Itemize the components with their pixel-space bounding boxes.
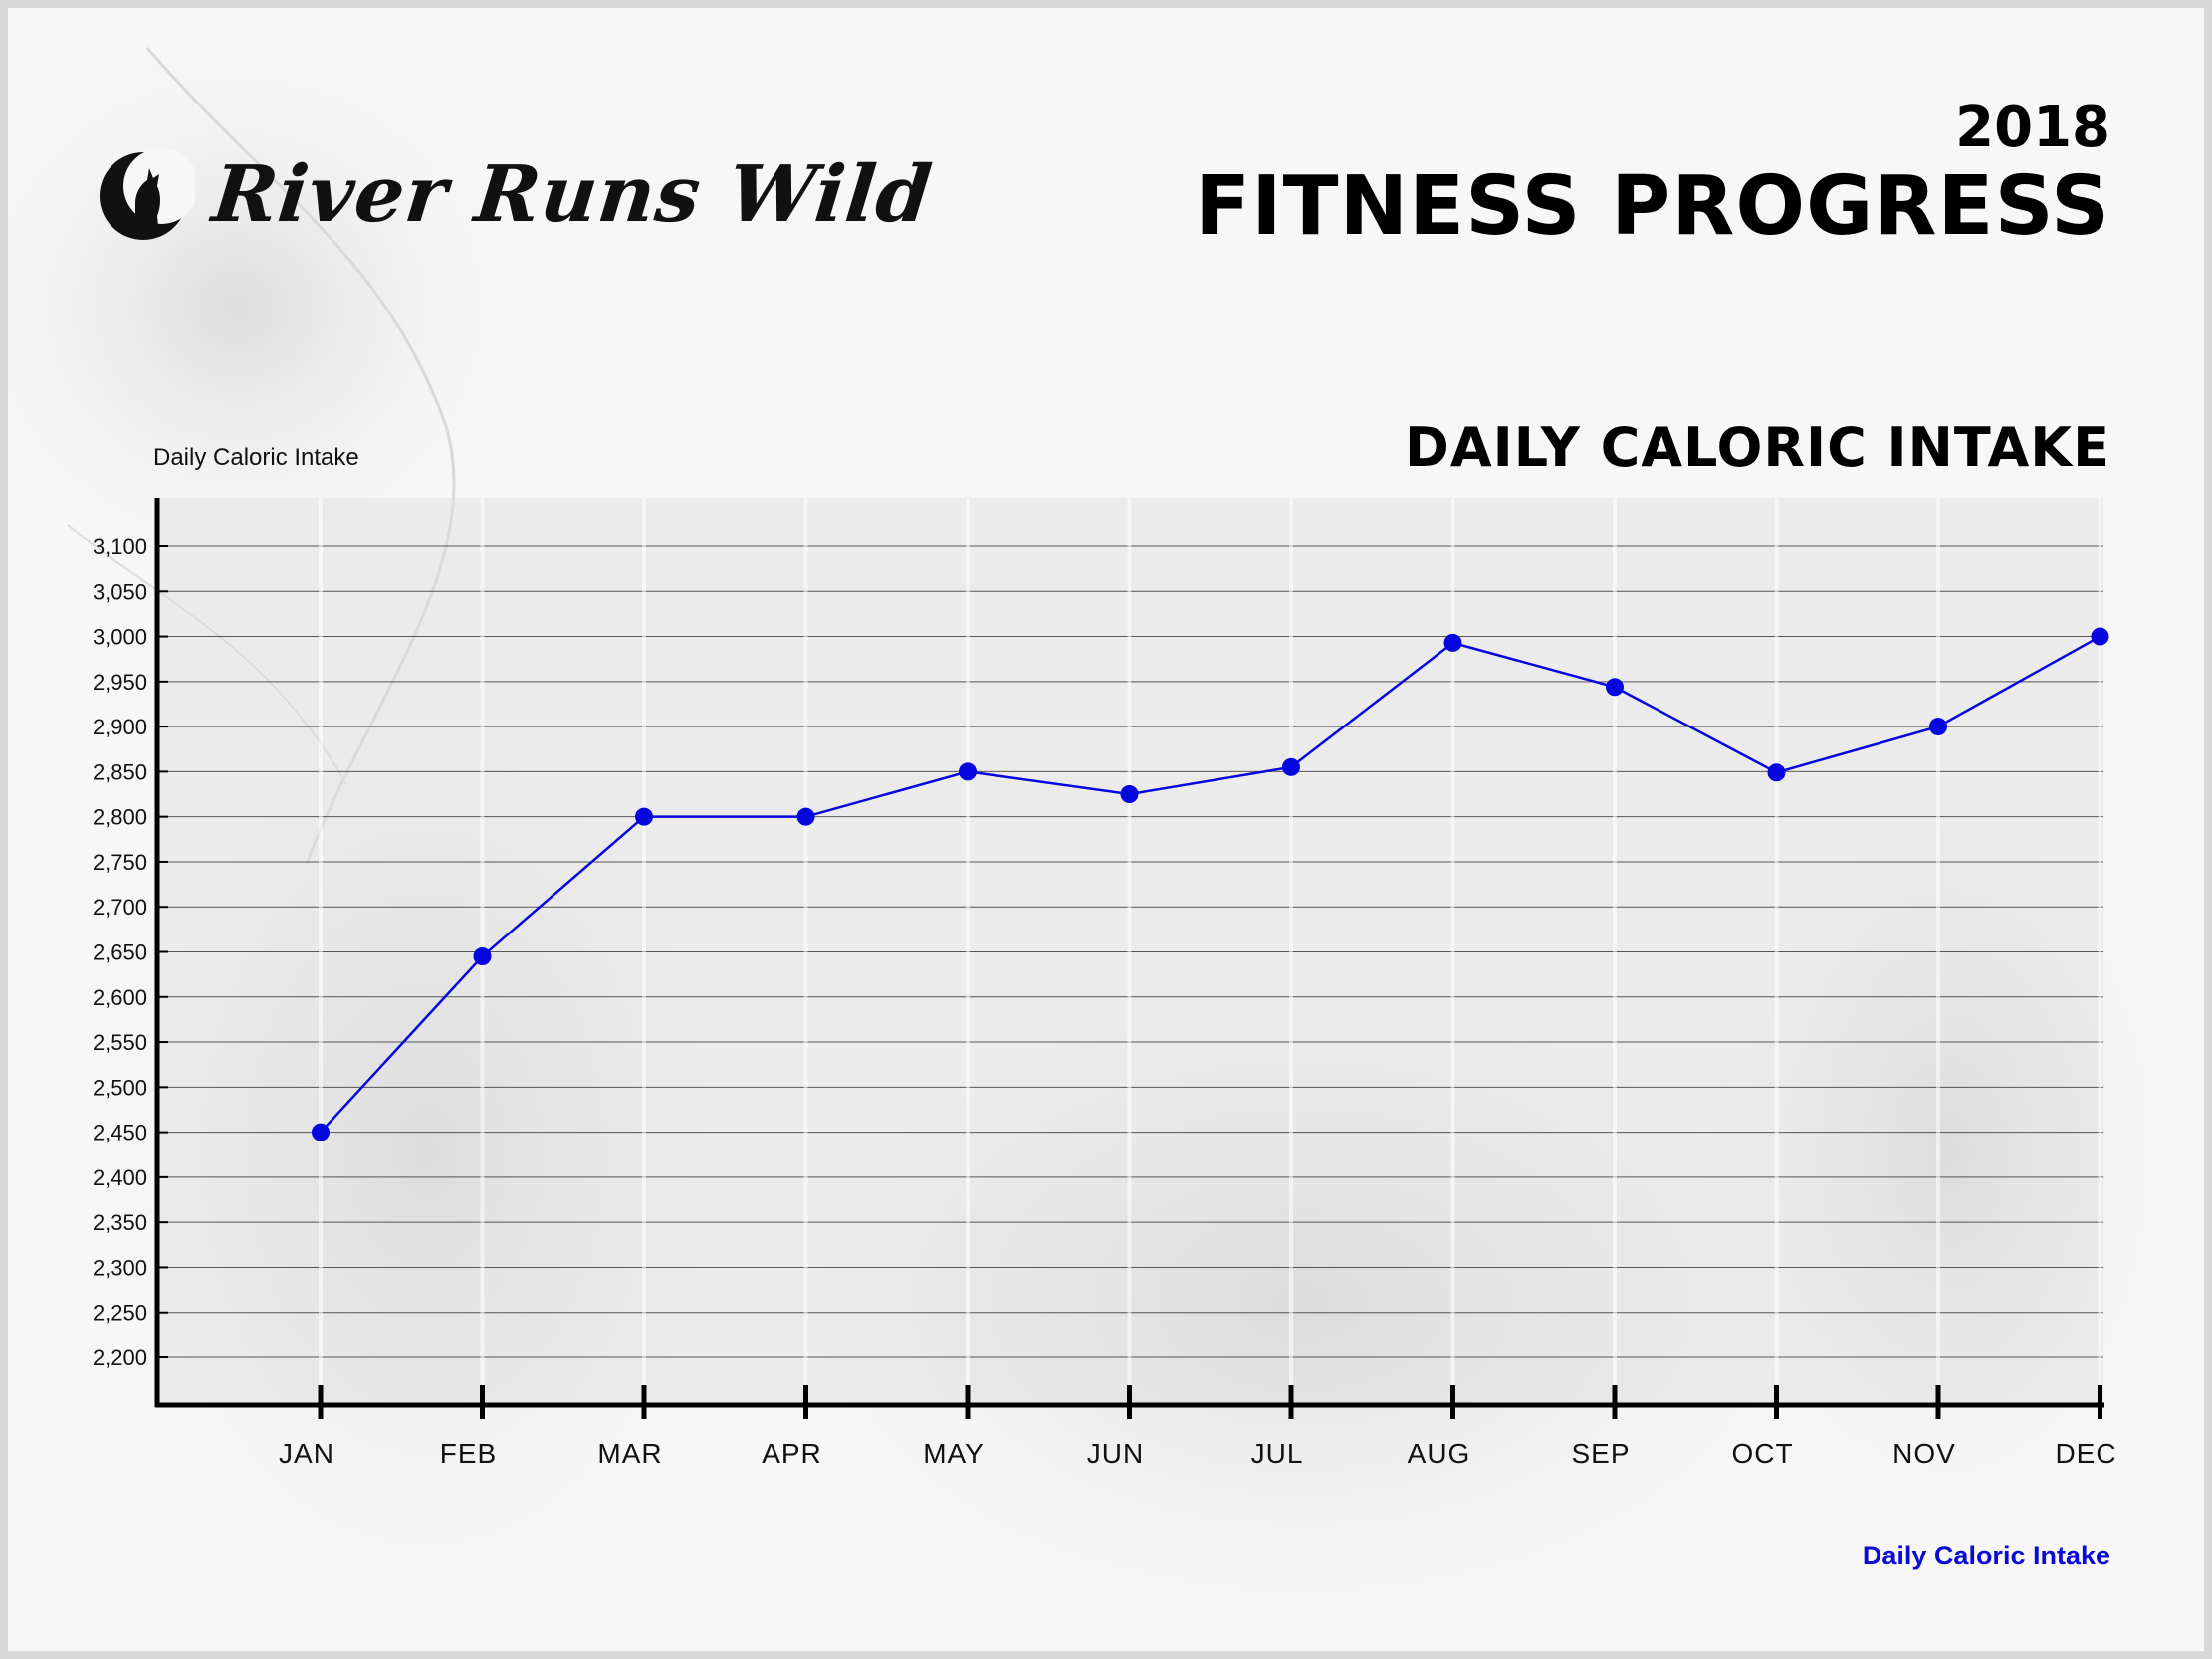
y-tick-label: 2,750 [93, 850, 147, 875]
y-tick-label: 2,500 [93, 1075, 147, 1100]
y-tick-label: 3,100 [93, 534, 147, 559]
x-tick-label: FEB [440, 1438, 497, 1469]
y-tick-label: 2,250 [93, 1301, 147, 1326]
y-tick-label: 2,550 [93, 1030, 147, 1055]
data-point-jun [1120, 785, 1139, 804]
data-point-mar [635, 807, 653, 826]
x-tick-label: AUG [1408, 1438, 1471, 1469]
data-point-may [959, 762, 977, 781]
x-tick-label: APR [762, 1438, 822, 1469]
series-line [320, 635, 2101, 1134]
data-point-aug [1443, 633, 1462, 652]
y-tick-label: 2,400 [93, 1165, 147, 1190]
x-tick-labels: JAN FEB MAR APR MAY JUN JUL AUG SEP OCT NOV DEC [279, 1438, 2116, 1469]
data-point-feb [473, 947, 492, 966]
y-tick-label: 2,300 [93, 1255, 147, 1280]
y-tick-label: 2,850 [93, 759, 147, 784]
y-tick-label: 2,900 [93, 715, 147, 739]
x-tick-label: JAN [279, 1438, 334, 1469]
brand-logo: River Runs Wild [96, 129, 937, 259]
y-tick-label: 2,600 [93, 985, 147, 1010]
brand-name: River Runs Wild [208, 148, 937, 240]
data-point-jul [1282, 757, 1300, 776]
page-title: FITNESS PROGRESS [1195, 159, 2110, 254]
y-tick-label: 2,800 [93, 805, 147, 830]
poster: 3,100 3,050 3,000 2,950 2,900 2,850 2,800 2,750… [8, 8, 2204, 1651]
year-label: 2018 [1955, 96, 2110, 160]
x-tick-label: DEC [2055, 1438, 2116, 1469]
x-tick-label: JUN [1087, 1438, 1144, 1469]
data-point-jan [312, 1123, 330, 1141]
chart-title: DAILY CALORIC INTAKE [1405, 416, 2110, 479]
wolf-moon-icon [100, 148, 195, 240]
y-tick-labels: 3,100 3,050 3,000 2,950 2,900 2,850 2,800 2,750… [93, 534, 147, 1370]
y-axis-label: Daily Caloric Intake [153, 444, 359, 471]
x-tick-label: JUL [1251, 1438, 1304, 1469]
data-point-oct [1767, 763, 1786, 782]
data-point-dec [2091, 627, 2109, 646]
data-points [312, 627, 2109, 1141]
x-tick-label: SEP [1571, 1438, 1630, 1469]
x-tick-label: NOV [1892, 1438, 1956, 1469]
y-tick-label: 2,700 [93, 895, 147, 920]
y-tick-label: 2,650 [93, 940, 147, 965]
line-chart: 3,100 3,050 3,000 2,950 2,900 2,850 2,800 2,750… [93, 498, 2116, 1469]
x-tick-label: OCT [1731, 1438, 1793, 1469]
y-tick-label: 3,000 [93, 625, 147, 650]
data-point-apr [796, 807, 815, 826]
month-guides [319, 498, 2102, 1403]
y-tick-label: 2,200 [93, 1346, 147, 1370]
x-tick-label: MAR [597, 1438, 662, 1469]
x-tick-label: MAY [923, 1438, 985, 1469]
data-point-nov [1929, 718, 1947, 736]
y-tick-label: 2,950 [93, 670, 147, 695]
y-tick-label: 2,350 [93, 1210, 147, 1235]
legend-entry: Daily Caloric Intake [1862, 1541, 2110, 1570]
y-tick-label: 3,050 [93, 579, 147, 604]
data-point-sep [1606, 678, 1624, 697]
y-tick-label: 2,450 [93, 1121, 147, 1145]
x-ticks [318, 1385, 2102, 1419]
